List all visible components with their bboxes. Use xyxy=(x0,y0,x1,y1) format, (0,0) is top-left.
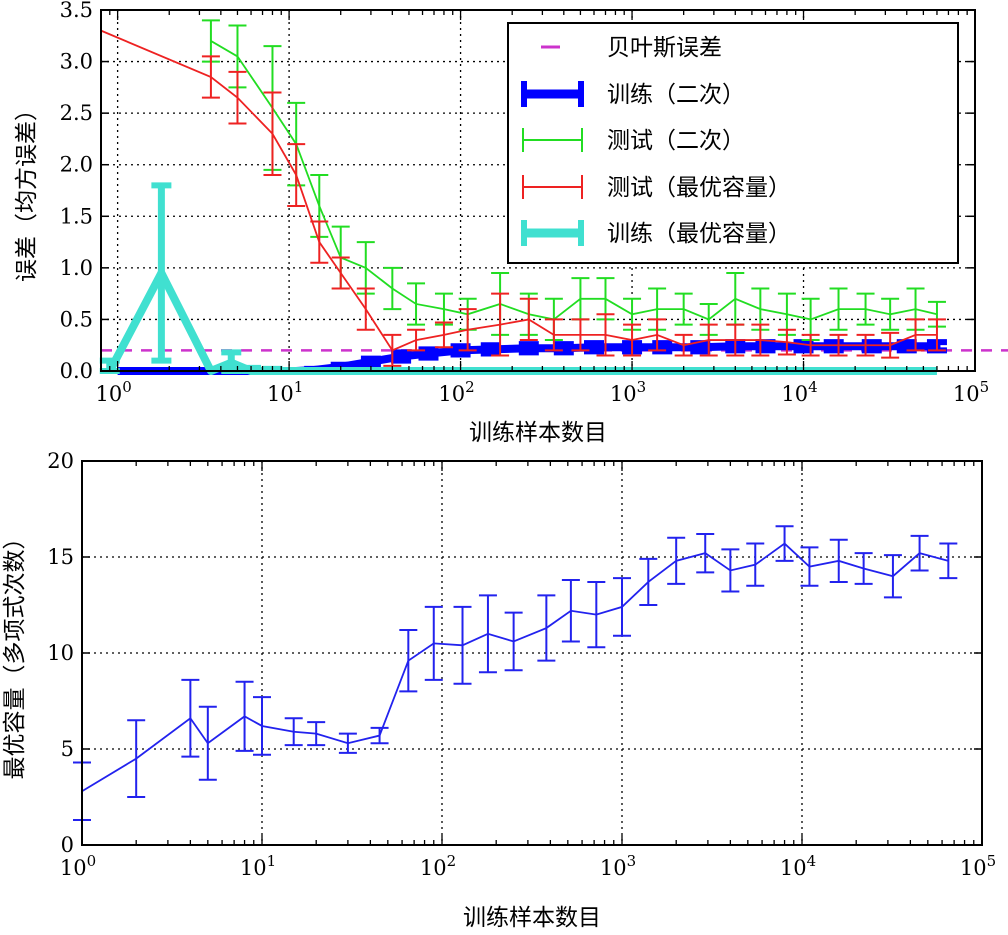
top-x-tick-labels: 100 101 102 103 104 105 xyxy=(95,378,989,406)
legend-label-3: 测试（最优容量） xyxy=(607,175,791,201)
legend-label-0: 贝叶斯误差 xyxy=(607,35,722,61)
bottom-grid xyxy=(82,461,982,845)
top-y-tick-label: 3.5 xyxy=(60,0,93,22)
legend-label-4: 训练（最优容量） xyxy=(607,221,791,247)
top-y-tick-label: 1.5 xyxy=(60,204,93,228)
top-y-tick-label: 2.5 xyxy=(60,101,93,125)
top-y-tick-labels: 0.0 0.5 1.0 1.5 2.0 2.5 3.0 3.5 xyxy=(60,0,93,383)
top-series-2-line xyxy=(210,40,938,321)
bottom-chart-panel: 0 5 10 15 20 100 101 102 103 104 105 训练样本数目 最优容量（… xyxy=(2,449,996,931)
top-plot-frame xyxy=(100,9,976,372)
top-x-tick-label: 105 xyxy=(953,378,989,406)
legend-label-2: 测试（二次） xyxy=(607,128,745,154)
top-x-tick-label: 102 xyxy=(438,378,474,406)
bottom-y-tick-label: 15 xyxy=(47,545,74,569)
top-y-tick-label: 0.5 xyxy=(60,307,93,331)
top-y-tick-label: 0.0 xyxy=(60,359,93,383)
bottom-x-tick-label: 103 xyxy=(600,852,636,880)
top-x-axis-label: 训练样本数目 xyxy=(469,420,607,446)
bottom-x-tick-label: 101 xyxy=(240,852,276,880)
bottom-x-tick-label: 100 xyxy=(60,852,96,880)
top-y-tick-label: 1.0 xyxy=(60,256,93,280)
bottom-tick-marks xyxy=(81,460,983,846)
top-x-tick-label: 101 xyxy=(267,378,303,406)
top-x-tick-label: 104 xyxy=(781,378,817,406)
top-y-axis-label: 误差（均方误差） xyxy=(14,98,40,282)
bottom-series-0-line xyxy=(81,542,949,793)
bottom-x-tick-label: 105 xyxy=(960,852,996,880)
bottom-x-tick-label: 102 xyxy=(420,852,456,880)
bottom-x-axis-label: 训练样本数目 xyxy=(463,905,601,931)
bottom-x-tick-labels: 100 101 102 103 104 105 xyxy=(60,852,996,880)
top-y-tick-label: 2.0 xyxy=(60,153,93,177)
bottom-y-tick-label: 20 xyxy=(47,449,74,473)
bottom-y-tick-label: 5 xyxy=(61,737,74,761)
top-x-tick-label: 103 xyxy=(610,378,646,406)
bottom-y-tick-label: 0 xyxy=(61,833,74,857)
top-x-tick-label: 100 xyxy=(95,378,131,406)
bottom-y-tick-label: 10 xyxy=(47,641,74,665)
top-chart-panel: 0.0 0.5 1.0 1.5 2.0 2.5 3.0 3.5 100 101 102 103 104… xyxy=(14,0,1008,446)
bottom-y-axis-label: 最优容量（多项式次数） xyxy=(2,527,28,780)
bottom-series-layer xyxy=(73,525,958,822)
bottom-y-tick-labels: 0 5 10 15 20 xyxy=(47,449,74,857)
legend-label-1: 训练（二次） xyxy=(607,82,745,108)
bottom-x-tick-label: 104 xyxy=(780,852,816,880)
top-y-tick-label: 3.0 xyxy=(60,50,93,74)
top-tick-marks xyxy=(100,9,976,372)
top-series-3-line xyxy=(100,29,937,352)
